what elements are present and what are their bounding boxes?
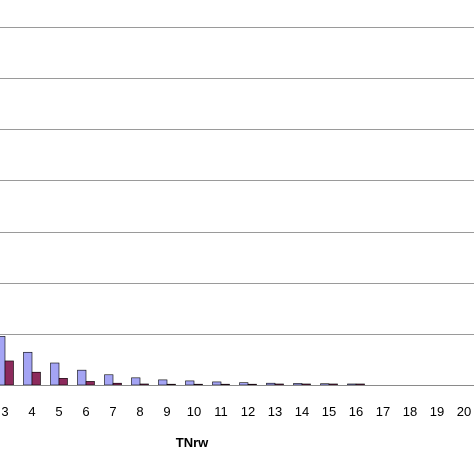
bar-series-1-cat-12	[239, 382, 249, 386]
x-tick-label: 4	[28, 404, 35, 419]
x-tick-label: 7	[109, 404, 116, 419]
gridlines	[0, 27, 474, 335]
x-tick-label: 3	[1, 404, 8, 419]
x-tick-labels: 3 4 5 6 7 8 9 10 11 12 13 14 15 16 17 18 19 20	[1, 404, 471, 419]
bar-series-2-cat-7	[112, 382, 122, 386]
x-tick-label: 10	[187, 404, 201, 419]
bar-series-2-cat-3	[4, 360, 14, 386]
x-tick-label: 18	[403, 404, 417, 419]
bar-series-2-cat-4	[31, 371, 41, 386]
bar-series-2-cat-9	[166, 383, 176, 386]
x-tick-label: 6	[82, 404, 89, 419]
bar-series-2-cat-16	[355, 383, 365, 386]
bar-series-1-cat-9	[158, 379, 168, 386]
bar-series-2-cat-6	[85, 381, 95, 386]
x-tick-label: 14	[295, 404, 309, 419]
bar-series-1-cat-4	[23, 351, 33, 386]
bar-series-2-cat-8	[139, 383, 149, 386]
bar-series-2-cat-15	[328, 383, 338, 386]
x-tick-label: 15	[322, 404, 336, 419]
bar-series-1-cat-16	[347, 383, 357, 386]
bar-series-2-cat-14	[301, 383, 311, 386]
bar-series-1-cat-10	[185, 380, 195, 386]
bar-series-1-cat-6	[77, 369, 87, 386]
x-tick-label: 12	[241, 404, 255, 419]
bar-series-1-cat-7	[104, 374, 114, 386]
bar-series-1-cat-8	[131, 377, 141, 386]
x-axis-title: TNrw	[176, 435, 209, 450]
bar-series-2-cat-11	[220, 383, 230, 386]
bars	[0, 336, 365, 386]
bar-series-2-cat-13	[274, 383, 284, 386]
bar-series-1-cat-13	[266, 382, 276, 386]
bar-series-1-cat-14	[293, 383, 303, 386]
bar-series-1-cat-15	[320, 383, 330, 386]
x-tick-label: 13	[268, 404, 282, 419]
x-tick-label: 19	[430, 404, 444, 419]
bar-series-2-cat-5	[58, 378, 68, 386]
x-tick-label: 8	[136, 404, 143, 419]
x-tick-label: 20	[457, 404, 471, 419]
x-tick-label: 11	[214, 404, 228, 419]
bar-series-1-cat-5	[50, 362, 60, 386]
x-tick-label: 17	[376, 404, 390, 419]
bar-series-1-cat-3	[0, 336, 6, 386]
x-tick-label: 16	[349, 404, 363, 419]
x-tick-label: 5	[55, 404, 62, 419]
bar-series-1-cat-11	[212, 381, 222, 386]
bar-series-2-cat-10	[193, 383, 203, 386]
bar-series-2-cat-12	[247, 383, 257, 386]
x-tick-label: 9	[163, 404, 170, 419]
